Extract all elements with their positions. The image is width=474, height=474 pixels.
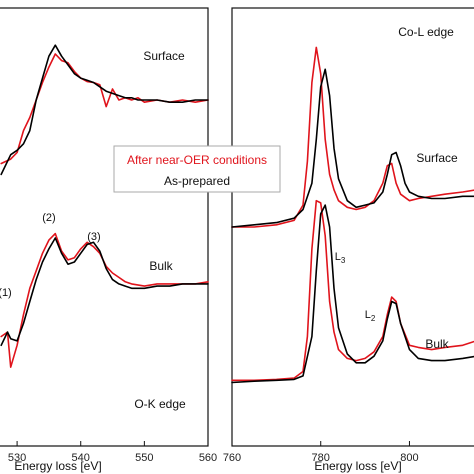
legend-entry-as-prepared: As-prepared	[164, 174, 230, 188]
l3-peak-label: L3	[335, 251, 346, 265]
peak-1-label: (1)	[0, 287, 12, 299]
right-surface-after-oer-line	[231, 46, 474, 228]
left-surface-as-prepared-line	[0, 44, 209, 176]
right-surface-label: Surface	[416, 151, 458, 165]
left-x-axis-title: Energy loss [eV]	[14, 459, 101, 473]
left-axes-frame	[0, 7, 209, 447]
left-x-ticks: 530 540 550 560	[8, 441, 217, 464]
co-l-edge-panel: 760 780 800 Co-L edge Surface Bulk L3 L2 E…	[223, 7, 474, 473]
right-bulk-as-prepared-line	[231, 204, 474, 384]
l2-label: L	[365, 309, 371, 321]
peak-2-label: (2)	[42, 212, 55, 224]
o-k-edge-label: O-K edge	[134, 397, 186, 411]
x-tick-label: 530	[8, 452, 26, 464]
right-x-ticks: 760 780 800	[223, 441, 419, 464]
legend-box	[113, 145, 281, 193]
legend: After near-OER conditions As-prepared	[113, 145, 281, 193]
right-surface-as-prepared-line	[231, 68, 474, 228]
left-surface-label: Surface	[143, 49, 185, 63]
right-bulk-label: Bulk	[425, 337, 449, 351]
x-tick-label: 550	[135, 452, 153, 464]
o-k-edge-panel: 530 540 550 560 Surface Bulk (1) (2) (3) O-…	[0, 7, 217, 473]
left-bulk-label: Bulk	[149, 259, 173, 273]
peak-3-label: (3)	[87, 231, 100, 243]
legend-entry-after-oer: After near-OER conditions	[127, 153, 267, 167]
right-x-axis-title: Energy loss [eV]	[314, 459, 401, 473]
l2-label-subscript: 2	[371, 314, 376, 323]
co-l-edge-label: Co-L edge	[398, 25, 454, 39]
left-bulk-as-prepared-line	[0, 237, 209, 347]
x-tick-label: 760	[223, 452, 241, 464]
left-plot-border	[0, 7, 209, 447]
right-bulk-after-oer-line	[231, 199, 474, 382]
x-tick-label: 560	[199, 452, 217, 464]
l3-label-subscript: 3	[341, 256, 346, 265]
x-tick-label: 800	[400, 452, 418, 464]
right-series-group	[231, 46, 474, 384]
x-tick-label: 780	[312, 452, 330, 464]
left-series-group	[0, 44, 209, 369]
l3-label: L	[335, 251, 341, 263]
x-tick-label: 540	[72, 452, 90, 464]
l2-peak-label: L2	[365, 309, 376, 323]
left-bulk-after-oer-line	[0, 232, 209, 369]
